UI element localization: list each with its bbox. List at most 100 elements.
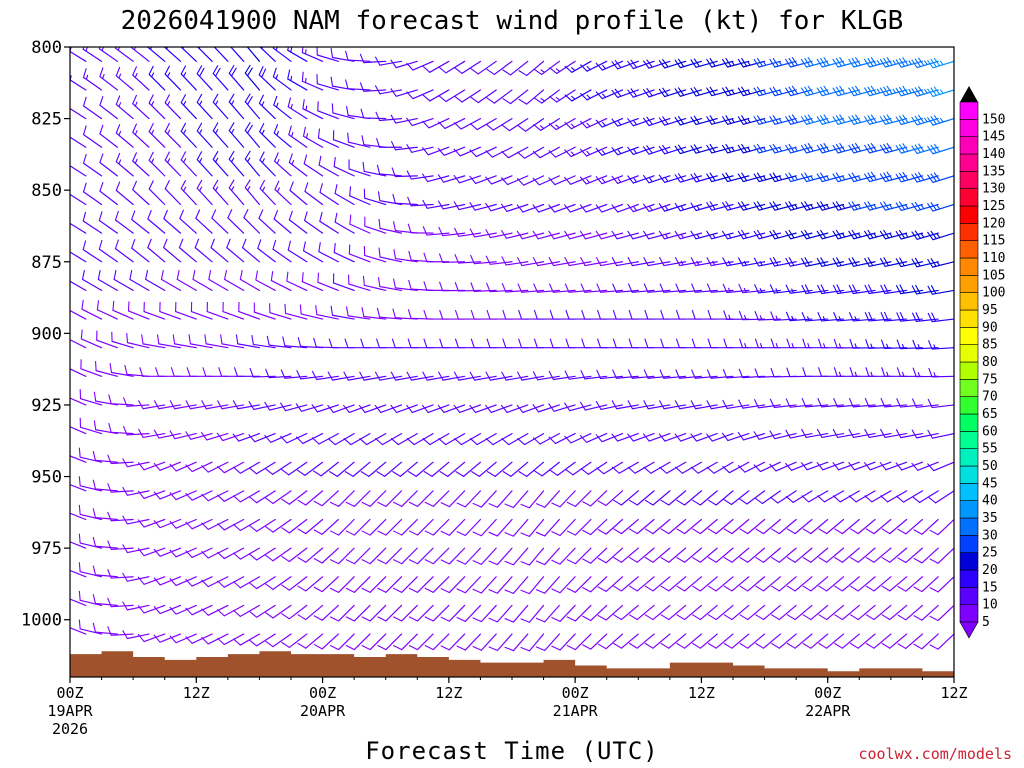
wind-barb	[190, 302, 213, 320]
wind-barb	[518, 60, 545, 77]
wind-barb	[580, 283, 608, 293]
wind-barb	[770, 633, 797, 649]
wind-barb	[330, 305, 355, 320]
wind-barb	[895, 85, 924, 97]
wind-barb	[488, 633, 513, 652]
wind-barb	[390, 371, 418, 381]
colorbar-swatch	[959, 448, 979, 467]
wind-barb	[627, 175, 655, 184]
wind-barb	[201, 633, 229, 645]
wind-barb	[658, 203, 687, 212]
wind-barb	[70, 146, 71, 148]
wind-barb	[721, 172, 750, 183]
wind-barb	[532, 230, 560, 240]
wind-barb	[896, 398, 924, 408]
wind-barb	[137, 518, 166, 528]
wind-barb	[361, 633, 387, 651]
wind-barb	[737, 461, 766, 473]
wind-barb	[613, 633, 639, 649]
wind-barb	[147, 209, 166, 234]
wind-barb	[848, 397, 876, 408]
wind-barb	[659, 283, 687, 293]
wind-barb	[517, 283, 545, 293]
wind-barb	[486, 461, 513, 477]
wind-barb	[690, 86, 718, 97]
wind-barb	[244, 150, 261, 177]
wind-barb	[196, 151, 213, 177]
wind-barb	[438, 432, 466, 446]
colorbar-label: 140	[982, 147, 1005, 162]
wind-barb	[363, 245, 387, 263]
wind-barb	[628, 576, 655, 592]
wind-barb	[115, 181, 134, 206]
wind-barb	[628, 604, 655, 621]
wind-barb	[500, 404, 529, 414]
wind-barb	[272, 239, 292, 263]
wind-barb	[770, 367, 797, 378]
wind-barb	[658, 174, 687, 184]
wind-barb	[315, 305, 339, 320]
wind-barb	[832, 201, 860, 211]
wind-barb	[212, 150, 229, 177]
wind-barb	[287, 69, 308, 91]
wind-barb	[329, 576, 355, 593]
wind-barb	[264, 401, 292, 411]
wind-barb	[70, 175, 71, 177]
wind-barb	[818, 547, 845, 563]
wind-barb	[216, 461, 245, 474]
wind-barb	[153, 518, 182, 529]
wind-barb	[92, 479, 118, 492]
wind-barb	[93, 420, 118, 435]
wind-barb	[520, 547, 545, 566]
wind-barb	[895, 461, 924, 471]
wind-barb	[78, 562, 103, 578]
wind-barb	[344, 50, 371, 62]
wind-barb	[359, 432, 387, 446]
x-tick-label: 12Z	[940, 684, 967, 702]
wind-barb	[70, 455, 87, 463]
wind-barb	[392, 518, 418, 536]
wind-barb	[455, 461, 482, 477]
wind-barb	[754, 310, 781, 321]
wind-barb	[613, 490, 639, 506]
wind-barb	[361, 518, 387, 536]
wind-barb	[832, 114, 860, 125]
wind-barb	[896, 339, 924, 350]
wind-barb	[627, 88, 655, 98]
wind-barb	[472, 576, 497, 594]
wind-barb	[784, 229, 813, 240]
wind-barb	[232, 461, 261, 474]
wind-barb	[769, 461, 797, 472]
wind-barb	[313, 547, 339, 564]
wind-barb	[248, 518, 276, 532]
wind-barb	[818, 576, 845, 592]
wind-barb	[832, 229, 860, 240]
wind-barb	[737, 201, 766, 211]
wind-barb	[115, 124, 134, 148]
wind-barb	[269, 303, 292, 320]
wind-barb	[800, 461, 829, 471]
wind-barb	[800, 85, 829, 97]
wind-barb	[611, 256, 639, 267]
wind-barb	[784, 143, 813, 154]
wind-barb	[456, 547, 482, 565]
terrain-fill	[70, 651, 954, 677]
wind-barb	[848, 284, 876, 295]
wind-barb	[472, 518, 497, 537]
wind-barb	[612, 369, 639, 379]
wind-barb	[816, 201, 845, 211]
wind-barb	[627, 59, 655, 70]
wind-barb	[691, 490, 718, 506]
wind-barb	[613, 576, 639, 592]
wind-barb	[408, 490, 434, 508]
wind-barb	[927, 115, 954, 126]
wind-barb	[721, 143, 750, 154]
wind-barb	[911, 171, 939, 183]
wind-barb	[107, 483, 134, 493]
wind-barb	[786, 367, 813, 378]
wind-barb	[627, 230, 655, 240]
wind-barb	[911, 490, 939, 504]
wind-barb	[848, 172, 876, 183]
wind-barb	[721, 201, 750, 211]
wind-barb	[613, 518, 639, 535]
